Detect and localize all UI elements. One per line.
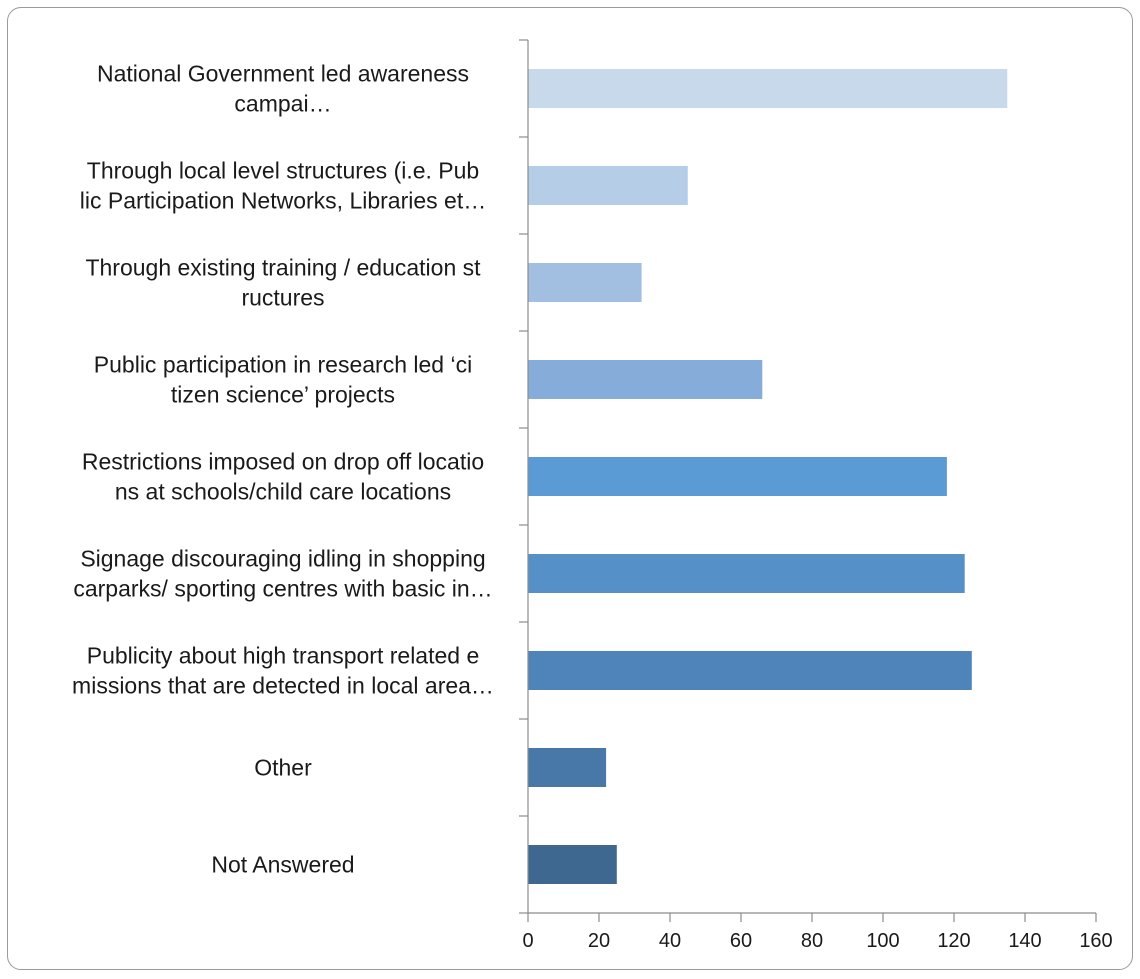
category-label: lic Participation Networks, Libraries et… [80,188,486,214]
category-label: campai… [234,91,331,117]
x-tick-label: 160 [1079,930,1112,952]
bar [528,263,642,302]
category-label: National Government led awareness [97,61,469,87]
category-label: Publicity about high transport related e [87,643,480,669]
x-tick-label: 80 [801,930,823,952]
x-tick-label: 60 [730,930,752,952]
bar [528,360,763,399]
x-tick-label: 40 [659,930,681,952]
category-label: Public participation in research led ‘ci [94,352,472,378]
bar [528,554,965,593]
x-tick-label: 140 [1008,930,1041,952]
category-label: Restrictions imposed on drop off locatio [82,449,484,475]
x-tick-label: 100 [866,930,899,952]
category-label: carparks/ sporting centres with basic in… [73,576,492,602]
category-label: ns at schools/child care locations [115,479,451,505]
category-label: tizen science’ projects [171,382,395,408]
category-label: ructures [241,285,324,311]
bar [528,166,688,205]
bar [528,69,1008,108]
category-label: Through local level structures (i.e. Pub [87,158,479,184]
bar [528,748,607,787]
bar [528,457,947,496]
x-tick-label: 0 [522,930,533,952]
category-label: Not Answered [211,852,354,878]
category-label: Other [254,755,312,781]
category-label: missions that are detected in local area… [72,673,494,699]
category-label: Signage discouraging idling in shopping [80,546,485,572]
bar [528,845,617,884]
x-tick-label: 120 [937,930,970,952]
bar [528,651,972,690]
x-tick-label: 20 [588,930,610,952]
category-label: Through existing training / education st [85,255,481,281]
